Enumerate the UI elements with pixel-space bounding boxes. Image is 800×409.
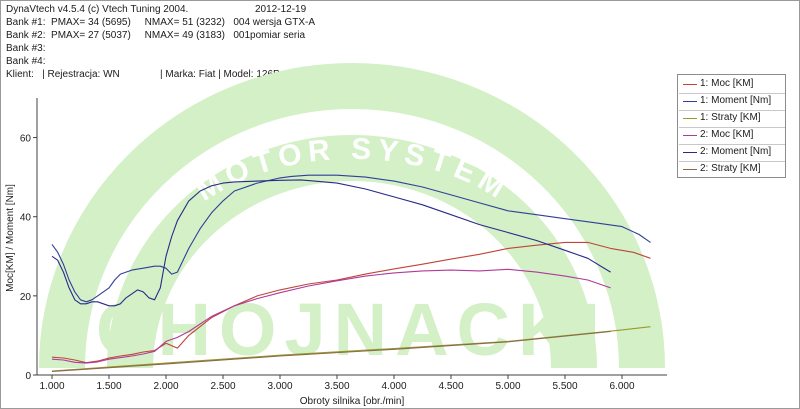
test-date: 2012-12-19 [255,4,307,15]
bank-1-summary: Bank #1: PMAX= 34 (5695) NMAX= 51 (3232)… [6,17,316,28]
legend-swatch [683,118,697,119]
client-registration: Klient: | Rejestracja: WN [6,69,120,80]
legend-label: 2: Moc [KM] [700,129,754,140]
x-tick-label: 3.000 [267,381,292,392]
legend-item: 1: Moment [Nm] [678,94,786,109]
legend-label: 2: Straty [KM] [700,163,761,174]
x-axis-label: Obroty silnika [obr./min] [300,396,405,407]
bank-2-summary: Bank #2: PMAX= 27 (5037) NMAX= 49 (3183)… [6,30,306,41]
legend-separator [679,127,785,128]
legend-swatch [683,135,697,136]
chart-legend: 1: Moc [KM] 1: Moment [Nm] 1: Straty [KM] 2… [677,74,786,178]
y-tick-label: 20 [20,292,32,303]
legend-item: 1: Moc [KM] [678,77,786,92]
chart-series [51,174,651,372]
legend-item: 1: Straty [KM] [678,111,786,126]
x-tick-label: 5.500 [552,381,577,392]
legend-swatch [683,152,697,153]
legend-label: 1: Straty [KM] [700,112,761,123]
x-tick-label: 6.000 [609,381,634,392]
series-line-5 [51,179,611,307]
y-axis-label: Moc[KM] / Moment [Nm] [5,184,16,292]
watermark-arc-inner [107,135,597,369]
bank-4-summary: Bank #4: [6,56,46,67]
x-tick-label: 2.000 [153,381,178,392]
y-tick-label: 40 [20,213,32,224]
legend-swatch [683,84,697,85]
legend-separator [679,110,785,111]
app-title: DynaVtech v4.5.4 (c) Vtech Tuning 2004. [6,4,189,15]
series-line-3 [51,326,651,372]
legend-item: 2: Moc [KM] [678,128,786,143]
y-tick-label: 0 [25,371,31,382]
watermark-main-text: CHOJNACKI [96,288,608,371]
x-tick-label: 1.000 [39,381,64,392]
legend-item: 2: Moment [Nm] [678,145,786,160]
legend-label: 1: Moment [Nm] [700,95,772,106]
x-tick-label: 3.500 [324,381,349,392]
x-tick-label: 1.500 [96,381,121,392]
series-line-6 [51,330,611,372]
series-line-2 [51,174,651,303]
x-tick-label: 2.500 [210,381,235,392]
legend-separator [679,161,785,162]
legend-swatch [683,101,697,102]
watermark-arc-outer [39,63,665,369]
x-tick-label: 4.500 [438,381,463,392]
legend-item: 2: Straty [KM] [678,162,786,177]
x-tick-label: 5.000 [495,381,520,392]
bank-3-summary: Bank #3: [6,43,46,54]
legend-separator [679,144,785,145]
watermark-logo: MOTOR SYSTEM CHOJNACKI [39,63,665,371]
x-tick-label: 4.000 [381,381,406,392]
y-tick-label: 60 [20,134,32,145]
legend-swatch [683,169,697,170]
legend-label: 1: Moc [KM] [700,78,754,89]
series-line-4 [51,268,611,364]
chart-ticks: 1.000 1.500 2.000 2.500 3.000 3.500 4.000 4.500… [20,134,635,392]
legend-label: 2: Moment [Nm] [700,146,772,157]
chart-axes [36,98,667,376]
legend-separator [679,93,785,94]
series-line-1 [51,241,651,364]
